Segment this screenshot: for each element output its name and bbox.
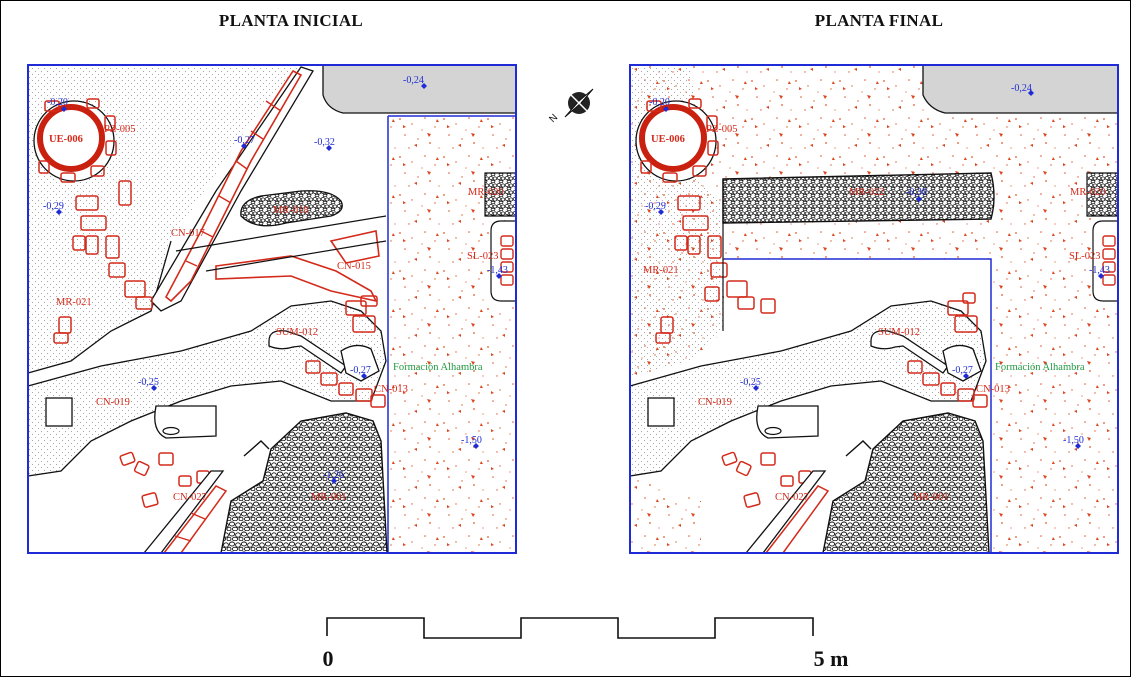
elevation-right-9: -1,50: [1063, 435, 1084, 446]
well-ue006-ring-left: [37, 104, 105, 172]
title-left: PLANTA INICIAL: [219, 11, 363, 30]
plan-right: UE-006 PZ-005 MR-021 MR-022 SUM-012 CN-0…: [629, 64, 1119, 554]
well-ue006-ring-right: [639, 104, 707, 172]
elevation-right-1: -0,20: [649, 97, 670, 108]
plan-right-border: [629, 64, 1119, 554]
label-pz005-right: PZ-005: [706, 124, 738, 135]
label-cn017-left: CN-017: [171, 228, 205, 239]
label-cn013-left: CN-013: [374, 384, 408, 395]
scale-start-label: 0: [323, 646, 334, 671]
label-formacion-right: Formación Alhambra: [995, 362, 1085, 373]
label-ue006-left: UE-006: [49, 134, 83, 145]
label-cn015-left: CN-015: [337, 261, 371, 272]
elevation-right-8: -1,43: [1089, 265, 1110, 276]
label-mr022-right: MR-022: [849, 187, 885, 198]
title-right: PLANTA FINAL: [815, 11, 943, 30]
elevation-right-5: -0,29: [645, 201, 666, 212]
label-formacion-left: Formación Alhambra: [393, 362, 483, 373]
elevation-left-2: -0,24: [403, 75, 424, 86]
label-sum012-left: SUM-012: [276, 327, 318, 338]
elevation-left-9: -1,50: [461, 435, 482, 446]
scale-end-label: 5 m: [814, 646, 849, 671]
label-sl023-left: SL-023: [467, 251, 499, 262]
elevation-left-6: -0,25: [138, 377, 159, 388]
elevation-left-5: -0,29: [43, 201, 64, 212]
label-cn019-left: CN-019: [96, 397, 130, 408]
label-mr021-left: MR-021: [56, 297, 92, 308]
label-ue006-right: UE-006: [651, 134, 685, 145]
label-cn027-right: CN-027: [775, 492, 809, 503]
stone-blob-mr018: [240, 190, 343, 227]
elevation-left-3: -0,27: [234, 135, 255, 146]
label-cn027-left: CN-027: [173, 492, 207, 503]
label-mr001-left: MR-001: [311, 492, 347, 503]
structure-sum012-left: [268, 330, 347, 374]
elevation-left-7: -0,27: [350, 365, 371, 376]
plan-left: UE-006 PZ-005 MR-021 CN-017 MR-018 CN-01…: [27, 64, 517, 554]
label-cn013-right: CN-013: [976, 384, 1010, 395]
elevation-right-11: -0,30: [906, 187, 927, 198]
label-mr018-left: MR-018: [273, 205, 309, 216]
elevation-right-7: -0,27: [952, 365, 973, 376]
label-sl023-right: SL-023: [1069, 251, 1101, 262]
scale-bar: 0 5 m: [323, 617, 849, 671]
stone-mass-mr001-left: [220, 412, 388, 554]
wall-cn015: [215, 255, 378, 303]
elevation-left-4: -0,32: [314, 137, 335, 148]
slab-top-left: [322, 64, 517, 114]
north-arrow-icon: N: [547, 88, 594, 125]
stone-band-mr022: [722, 172, 995, 224]
label-mr021-right: MR-021: [643, 265, 679, 276]
label-mr020-right: MR-020: [1070, 187, 1106, 198]
elevation-left-1: -0,20: [47, 97, 68, 108]
elevation-left-8: -1,43: [487, 265, 508, 276]
elevation-right-6: -0,25: [740, 377, 761, 388]
label-pz005-left: PZ-005: [104, 124, 136, 135]
label-mr020-left: MR-020: [468, 187, 504, 198]
elevation-left-10: -1,26: [323, 470, 344, 481]
svg-text:N: N: [547, 112, 560, 125]
label-mr001-right: MR-001: [913, 492, 949, 503]
stone-mass-mr001-right: [822, 412, 990, 554]
label-cn019-right: CN-019: [698, 397, 732, 408]
elevation-right-2: -0,24: [1011, 83, 1032, 94]
label-sum012-right: SUM-012: [878, 327, 920, 338]
plan-left-border: [27, 64, 517, 554]
